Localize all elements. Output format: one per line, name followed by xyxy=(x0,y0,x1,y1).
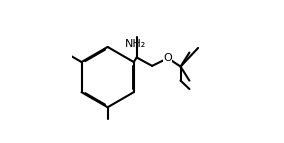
Text: NH₂: NH₂ xyxy=(125,39,147,48)
Text: O: O xyxy=(163,53,172,63)
